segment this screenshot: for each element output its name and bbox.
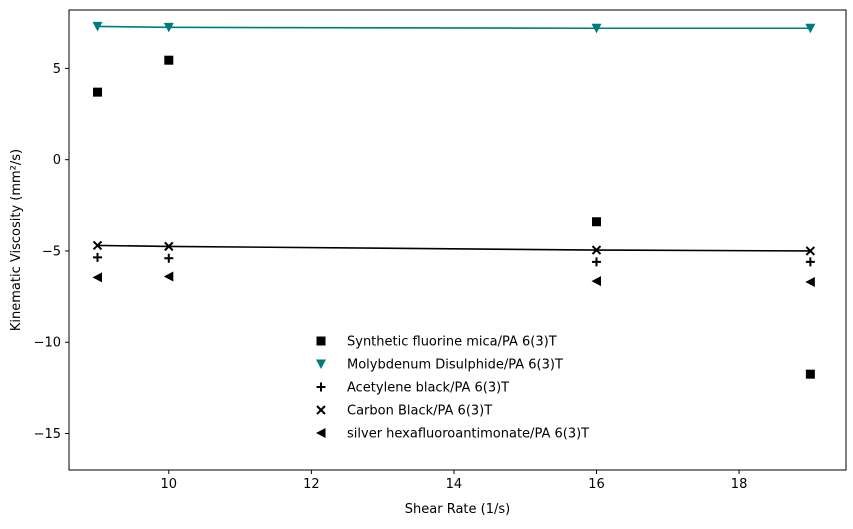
legend-marker-5: [316, 428, 326, 438]
legend-marker-3: [316, 382, 326, 392]
x-tick-label: 14: [446, 477, 463, 492]
data-point-series-1: [164, 55, 174, 65]
y-tick-label: −15: [34, 427, 61, 442]
x-tick-label: 12: [303, 477, 320, 492]
data-point-series-3: [805, 257, 815, 267]
legend-label-3: Acetylene black/PA 6(3)T: [347, 381, 509, 396]
data-point-series-3: [164, 253, 174, 263]
data-point-series-2: [805, 23, 816, 34]
y-tick-label: −5: [42, 244, 61, 259]
data-point-series-4: [805, 246, 816, 256]
legend-label-5: silver hexafluoroantimonate/PA 6(3)T: [347, 427, 589, 442]
legend-marker-2: [316, 359, 326, 369]
legend-marker-4: [316, 405, 326, 415]
legend-label-1: Synthetic fluorine mica/PA 6(3)T: [347, 335, 557, 350]
data-point-series-5: [92, 272, 103, 283]
legend-label-4: Carbon Black/PA 6(3)T: [347, 404, 492, 419]
series-line-2: [97, 25, 811, 30]
x-axis-label: Shear Rate (1/s): [405, 502, 510, 517]
data-point-series-4: [164, 241, 174, 252]
plot-frame: [68, 9, 847, 471]
data-point-series-3: [592, 257, 602, 267]
x-tick-label: 18: [731, 477, 748, 492]
data-point-series-1: [93, 87, 103, 97]
plot-area: 10 12 14 16 18 5 0 −5 −10 −15 Synthetic fluorine m…: [34, 9, 847, 492]
data-point-series-1: [805, 369, 815, 379]
data-point-series-5: [805, 276, 815, 287]
data-point-series-2: [92, 21, 103, 32]
data-point-series-2: [163, 22, 174, 33]
y-tick-label: 0: [53, 153, 61, 168]
legend: Synthetic fluorine mica/PA 6(3)T Molybden…: [316, 335, 589, 442]
x-tick-label: 16: [588, 477, 605, 492]
legend-label-2: Molybdenum Disulphide/PA 6(3)T: [347, 358, 563, 373]
data-point-series-4: [591, 245, 602, 255]
y-tick-label: 5: [53, 62, 61, 77]
x-tick-label: 10: [161, 477, 178, 492]
y-axis-label: Kinematic Viscosity (mm²/s): [9, 149, 24, 331]
data-point-series-1: [592, 217, 602, 227]
data-point-series-3: [93, 252, 103, 262]
data-point-series-5: [163, 271, 174, 282]
legend-marker-1: [316, 336, 326, 346]
data-point-series-4: [92, 240, 103, 251]
data-point-series-2: [591, 23, 602, 34]
y-tick-label: −10: [34, 336, 61, 351]
data-point-series-5: [591, 276, 602, 287]
series-line-4: [97, 244, 811, 252]
